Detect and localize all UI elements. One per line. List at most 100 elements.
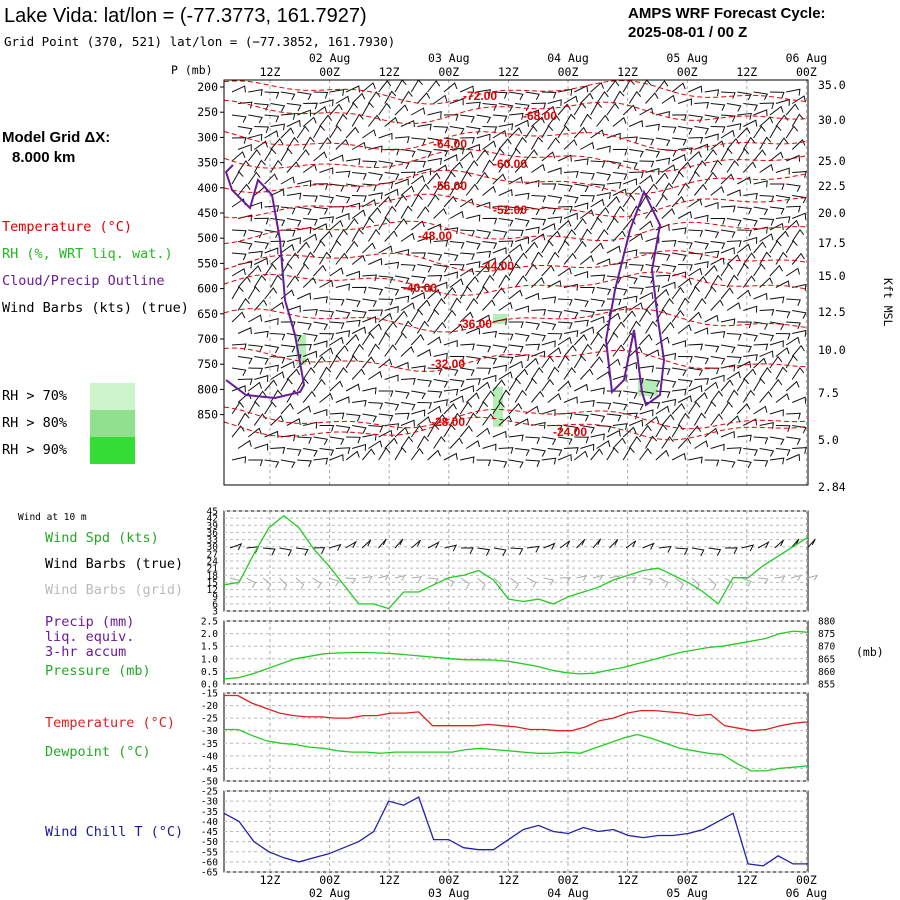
wind-barb	[710, 374, 725, 382]
wind-barb	[704, 250, 720, 258]
dewpoint-line	[224, 728, 809, 772]
wind-barb	[514, 389, 527, 403]
rh-legend: RH > 70% RH > 80% RH > 90%	[2, 383, 135, 464]
wind-barb	[345, 383, 360, 392]
wind-barb	[531, 350, 546, 358]
wind-barb	[509, 459, 524, 469]
wind-barb	[492, 91, 508, 99]
wind-barb	[563, 252, 577, 265]
wind-barb	[580, 209, 594, 219]
wind-barb	[351, 141, 366, 150]
wind-barb	[296, 241, 311, 254]
wind-barb	[297, 321, 312, 330]
date-label-bottom: 03 Aug	[428, 886, 470, 900]
value-tick: -25	[201, 714, 218, 725]
wind-barb	[557, 219, 572, 231]
wind-barb	[574, 436, 590, 444]
wind-barb	[525, 436, 541, 444]
model-grid-value: 8.000 km	[12, 149, 75, 166]
wind-barb	[237, 241, 253, 250]
wind-barb	[769, 409, 784, 417]
wind-barb	[427, 223, 442, 231]
wind-barb	[726, 447, 742, 455]
wind-barb	[297, 459, 312, 468]
wind-barb	[622, 194, 636, 208]
wind-barb-true	[691, 547, 705, 557]
value-tick: 24	[207, 557, 219, 568]
wind-barb	[514, 252, 528, 265]
wind-barb	[645, 206, 658, 219]
wind-barb	[628, 320, 641, 334]
wind-barb	[368, 192, 383, 200]
wind-barb	[394, 275, 410, 285]
wind-barb	[443, 452, 458, 461]
wind-barb	[367, 91, 381, 104]
wind-barb	[785, 219, 800, 231]
wind-barb	[237, 327, 252, 335]
wind-barb-true	[262, 547, 276, 556]
wind-barb	[270, 301, 285, 311]
date-label-top: 04 Aug	[547, 51, 589, 65]
wind-barb	[427, 194, 440, 208]
wind-barb-true	[493, 547, 507, 557]
wind-barb	[476, 401, 489, 415]
wind-barb	[710, 185, 725, 196]
wind-barb-true	[411, 539, 421, 549]
wind-barb	[726, 389, 739, 403]
wind-barb	[231, 151, 246, 162]
wind-barb	[563, 283, 579, 291]
wind-barb	[313, 206, 329, 215]
wind-barb	[645, 379, 661, 388]
wind-barb	[476, 314, 491, 323]
wind-barb	[411, 107, 426, 116]
value-tick: 6	[212, 599, 218, 610]
wind-barb	[525, 321, 541, 330]
wind-barb	[231, 85, 246, 93]
wind-barb	[254, 374, 269, 382]
wind-barb	[541, 457, 557, 465]
wind-barb	[759, 390, 773, 403]
wind-barb	[319, 347, 334, 357]
wind-barb	[753, 206, 769, 216]
wind-barb	[726, 254, 741, 265]
wind-barb	[785, 103, 799, 116]
wind-barb	[759, 163, 774, 173]
wind-barb	[547, 347, 562, 357]
wind-barb	[459, 150, 474, 162]
wind-barb	[449, 323, 464, 334]
wind-barb	[351, 92, 366, 104]
wind-barb	[319, 333, 335, 340]
wind-barb	[661, 126, 677, 134]
wind-barb	[400, 90, 413, 104]
wind-barb	[759, 333, 775, 342]
wind-barb	[394, 178, 409, 186]
value-tick: -50	[201, 777, 218, 788]
wind-barb	[329, 103, 343, 116]
panel-legend-label: Wind Chill T (°C)	[45, 824, 183, 840]
wind-barb	[367, 343, 380, 357]
wind-barb	[368, 370, 383, 380]
wind-barb-grid	[576, 575, 588, 582]
wind-barb	[786, 321, 801, 329]
wind-barb	[384, 374, 399, 382]
wind-barb	[623, 249, 638, 257]
wind-barb	[427, 288, 442, 300]
wind-barb	[530, 251, 544, 265]
wind-barb	[710, 159, 723, 173]
wind-barb	[335, 283, 350, 291]
wind-barb	[319, 279, 334, 288]
wind-barb	[352, 310, 367, 319]
wind-barb	[720, 401, 733, 415]
wind-barb	[248, 344, 263, 353]
wind-barb-true	[675, 547, 689, 556]
wind-barb	[645, 285, 661, 293]
wind-barb	[394, 310, 408, 323]
isotherm-label: -56.00	[433, 179, 467, 193]
time-tick-top: 00Z	[677, 65, 698, 79]
wind-barb	[335, 138, 350, 150]
wind-barb	[313, 264, 327, 277]
wind-barb	[557, 205, 573, 213]
wind-barb	[574, 183, 589, 193]
wind-barb	[661, 435, 674, 449]
